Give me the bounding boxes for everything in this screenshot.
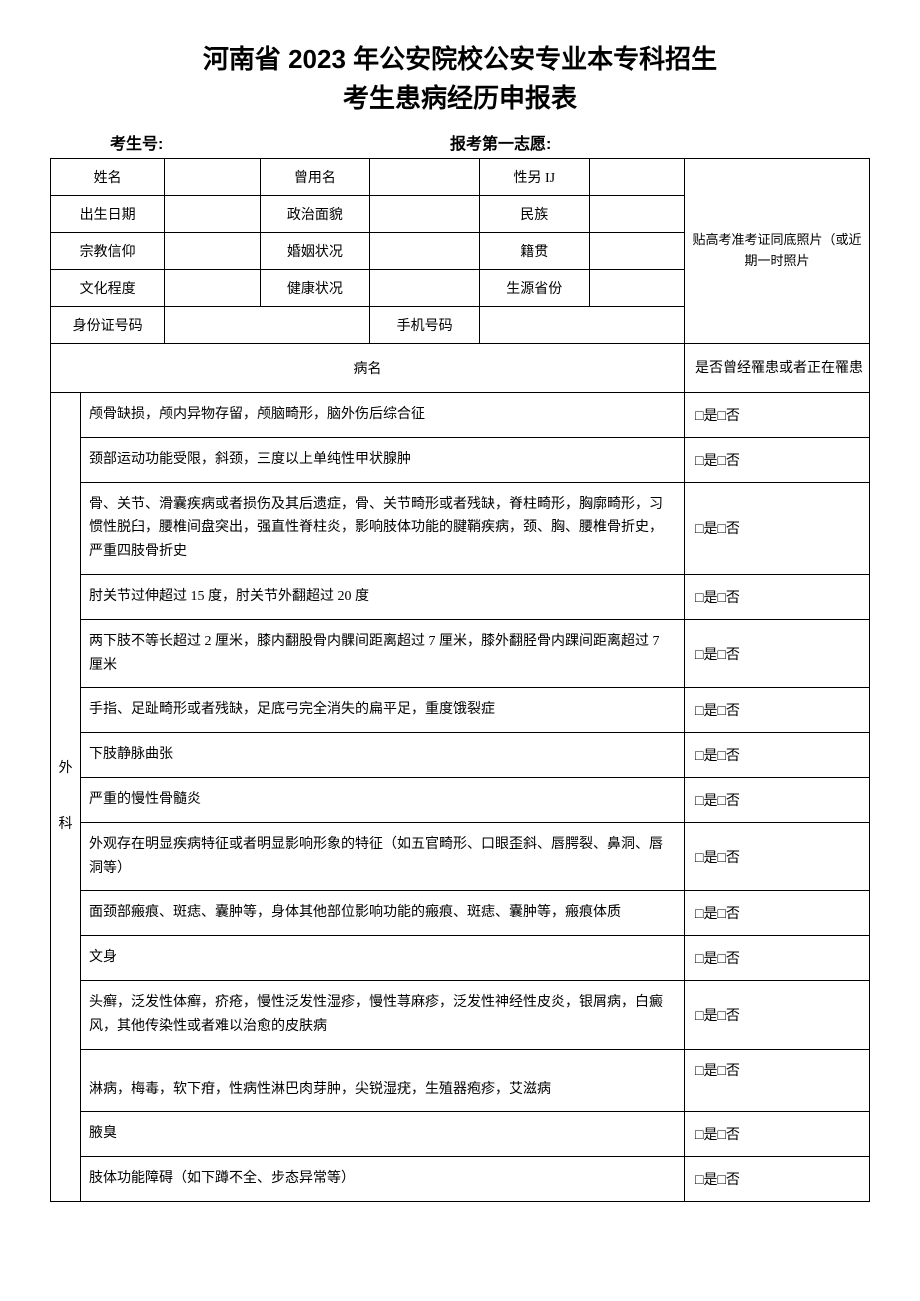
disease-item: 肢体功能障碍（如下蹲不全、步态异常等）	[81, 1157, 685, 1202]
source-province-field[interactable]	[589, 270, 684, 307]
native-place-field[interactable]	[589, 233, 684, 270]
table-row: 文身 □是□否	[51, 936, 870, 981]
education-field[interactable]	[165, 270, 260, 307]
main-table: 姓名 曾用名 性另 IJ 贴高考准考证同底照片（或近期一时照片 出生日期 政治面…	[50, 158, 870, 1202]
disease-checkbox[interactable]: □是□否	[685, 688, 870, 733]
table-row: 面颈部瘢痕、斑痣、囊肿等，身体其他部位影响功能的瘢痕、斑痣、囊肿等，瘢痕体质 □…	[51, 891, 870, 936]
disease-item: 严重的慢性骨髓炎	[81, 777, 685, 822]
political-label: 政治面貌	[260, 196, 370, 233]
title-line1: 河南省 2023 年公安院校公安专业本专科招生	[203, 44, 717, 74]
disease-item: 淋病，梅毒，软下疳，性病性淋巴肉芽肿，尖锐湿疣，生殖器疱疹，艾滋病	[81, 1049, 685, 1112]
header-row: 考生号: 报考第一志愿:	[50, 130, 870, 154]
table-row: 下肢静脉曲张 □是□否	[51, 733, 870, 778]
disease-item: 文身	[81, 936, 685, 981]
table-row: 腋臭 □是□否	[51, 1112, 870, 1157]
disease-checkbox[interactable]: □是□否	[685, 1157, 870, 1202]
source-province-label: 生源省份	[479, 270, 589, 307]
disease-checkbox[interactable]: □是□否	[685, 619, 870, 688]
table-row: 头癣，泛发性体癣，疥疮，慢性泛发性湿疹，慢性荨麻疹，泛发性神经性皮炎，银屑病，白…	[51, 980, 870, 1049]
disease-checkbox[interactable]: □是□否	[685, 822, 870, 891]
disease-checkbox[interactable]: □是□否	[685, 733, 870, 778]
disease-name-header: 病名	[51, 344, 685, 393]
marital-label: 婚姻状况	[260, 233, 370, 270]
disease-item: 面颈部瘢痕、斑痣、囊肿等，身体其他部位影响功能的瘢痕、斑痣、囊肿等，瘢痕体质	[81, 891, 685, 936]
education-label: 文化程度	[51, 270, 165, 307]
table-row: 颈部运动功能受限，斜颈，三度以上单纯性甲状腺肿 □是□否	[51, 437, 870, 482]
gender-label: 性另 IJ	[479, 159, 589, 196]
disease-checkbox[interactable]: □是□否	[685, 936, 870, 981]
table-row: 骨、关节、滑囊疾病或者损伤及其后遗症，骨、关节畸形或者残缺，脊柱畸形，胸廓畸形，…	[51, 482, 870, 574]
disease-checkbox[interactable]: □是□否	[685, 1049, 870, 1112]
first-choice-label: 报考第一志愿:	[450, 130, 551, 154]
table-row: 外观存在明显疾病特征或者明显影响形象的特征（如五官畸形、口眼歪斜、唇腭裂、鼻洞、…	[51, 822, 870, 891]
name-label: 姓名	[51, 159, 165, 196]
table-row: 严重的慢性骨髓炎 □是□否	[51, 777, 870, 822]
disease-item: 骨、关节、滑囊疾病或者损伤及其后遗症，骨、关节畸形或者残缺，脊柱畸形，胸廓畸形，…	[81, 482, 685, 574]
table-row: 肘关节过伸超过 15 度，肘关节外翻超过 20 度 □是□否	[51, 574, 870, 619]
disease-checkbox[interactable]: □是□否	[685, 777, 870, 822]
gender-field[interactable]	[589, 159, 684, 196]
disease-checkbox[interactable]: □是□否	[685, 482, 870, 574]
table-row: 手指、足趾畸形或者残缺，足底弓完全消失的扁平足，重度饿裂症 □是□否	[51, 688, 870, 733]
disease-item: 颈部运动功能受限，斜颈，三度以上单纯性甲状腺肿	[81, 437, 685, 482]
exam-id-label: 考生号:	[110, 130, 410, 154]
political-field[interactable]	[370, 196, 480, 233]
health-label: 健康状况	[260, 270, 370, 307]
form-title: 河南省 2023 年公安院校公安专业本专科招生 考生患病经历申报表	[50, 40, 870, 118]
disease-item: 头癣，泛发性体癣，疥疮，慢性泛发性湿疹，慢性荨麻疹，泛发性神经性皮炎，银屑病，白…	[81, 980, 685, 1049]
ethnicity-label: 民族	[479, 196, 589, 233]
disease-item: 肘关节过伸超过 15 度，肘关节外翻超过 20 度	[81, 574, 685, 619]
table-row: 淋病，梅毒，软下疳，性病性淋巴肉芽肿，尖锐湿疣，生殖器疱疹，艾滋病 □是□否	[51, 1049, 870, 1112]
disease-checkbox[interactable]: □是□否	[685, 437, 870, 482]
category-surgery: 外科	[51, 393, 81, 1202]
disease-checkbox[interactable]: □是□否	[685, 980, 870, 1049]
birth-date-label: 出生日期	[51, 196, 165, 233]
title-line2: 考生患病经历申报表	[343, 83, 577, 113]
religion-field[interactable]	[165, 233, 260, 270]
disease-item: 腋臭	[81, 1112, 685, 1157]
disease-item: 下肢静脉曲张	[81, 733, 685, 778]
birth-date-field[interactable]	[165, 196, 260, 233]
table-row: 外科 颅骨缺损，颅内异物存留，颅脑畸形，脑外伤后综合征 □是□否	[51, 393, 870, 438]
disease-check-header: 是否曾经罹患或者正在罹患	[685, 344, 870, 393]
health-field[interactable]	[370, 270, 480, 307]
religion-label: 宗教信仰	[51, 233, 165, 270]
disease-item: 手指、足趾畸形或者残缺，足底弓完全消失的扁平足，重度饿裂症	[81, 688, 685, 733]
photo-area: 贴高考准考证同底照片（或近期一时照片	[685, 159, 870, 344]
name-field[interactable]	[165, 159, 260, 196]
disease-item: 颅骨缺损，颅内异物存留，颅脑畸形，脑外伤后综合征	[81, 393, 685, 438]
phone-label: 手机号码	[370, 307, 480, 344]
disease-checkbox[interactable]: □是□否	[685, 1112, 870, 1157]
disease-checkbox[interactable]: □是□否	[685, 574, 870, 619]
former-name-field[interactable]	[370, 159, 480, 196]
phone-field[interactable]	[479, 307, 684, 344]
disease-checkbox[interactable]: □是□否	[685, 891, 870, 936]
id-number-field[interactable]	[165, 307, 370, 344]
former-name-label: 曾用名	[260, 159, 370, 196]
disease-item: 外观存在明显疾病特征或者明显影响形象的特征（如五官畸形、口眼歪斜、唇腭裂、鼻洞、…	[81, 822, 685, 891]
disease-checkbox[interactable]: □是□否	[685, 393, 870, 438]
native-place-label: 籍贯	[479, 233, 589, 270]
marital-field[interactable]	[370, 233, 480, 270]
disease-item: 两下肢不等长超过 2 厘米，膝内翻股骨内髁间距离超过 7 厘米，膝外翻胫骨内踝间…	[81, 619, 685, 688]
table-row: 肢体功能障碍（如下蹲不全、步态异常等） □是□否	[51, 1157, 870, 1202]
id-number-label: 身份证号码	[51, 307, 165, 344]
ethnicity-field[interactable]	[589, 196, 684, 233]
table-row: 两下肢不等长超过 2 厘米，膝内翻股骨内髁间距离超过 7 厘米，膝外翻胫骨内踝间…	[51, 619, 870, 688]
